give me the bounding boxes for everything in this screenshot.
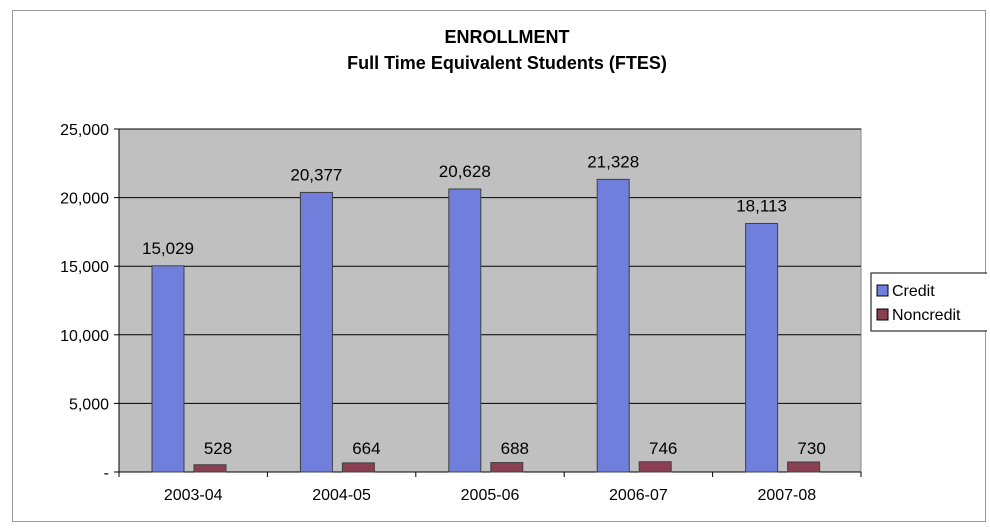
legend-label-credit: Credit: [892, 283, 935, 300]
chart-canvas: ENROLLMENT Full Time Equivalent Students…: [60, 27, 987, 504]
bar-noncredit: [490, 462, 524, 473]
y-tick-label: 5,000: [69, 396, 109, 413]
legend-label-noncredit: Noncredit: [892, 307, 961, 324]
data-label: 730: [797, 439, 825, 458]
bar-credit: [299, 191, 333, 473]
data-label: 18,113: [736, 196, 787, 215]
data-label: 746: [649, 439, 677, 458]
bar-credit: [448, 188, 482, 473]
x-tick-label: 2005-06: [461, 487, 520, 504]
bar-credit: [596, 178, 630, 473]
data-label: 20,377: [290, 165, 342, 184]
data-label: 528: [204, 439, 232, 458]
legend-swatch-credit: [876, 284, 889, 297]
bar-noncredit: [193, 464, 227, 473]
x-tick-label: 2006-07: [609, 487, 668, 504]
bar-noncredit: [787, 461, 821, 473]
x-tick-label: 2004-05: [312, 487, 371, 504]
chart-subtitle: Full Time Equivalent Students (FTES): [347, 53, 667, 73]
x-tick-label: 2007-08: [757, 487, 816, 504]
plot-background: [118, 128, 862, 473]
x-tick-label: 2003-04: [164, 487, 223, 504]
legend-box: [870, 272, 987, 332]
bar-credit: [151, 265, 185, 473]
bar-noncredit: [638, 461, 672, 473]
data-label: 688: [501, 439, 529, 458]
bar-noncredit: [341, 462, 375, 473]
data-label: 15,029: [142, 239, 194, 258]
data-label: 664: [352, 439, 380, 458]
y-tick-label: 10,000: [60, 328, 109, 345]
y-tick-label: 25,000: [60, 122, 109, 139]
y-tick-label: -: [104, 465, 109, 482]
legend: Credit Noncredit: [870, 272, 987, 332]
bar-credit: [745, 222, 779, 473]
plot-area: - 5,000 10,000 15,000 20,000 25,000 2003-04 15,…: [60, 122, 862, 504]
data-label: 21,328: [587, 152, 639, 171]
chart-frame: ENROLLMENT Full Time Equivalent Students…: [12, 10, 987, 522]
chart-title: ENROLLMENT: [445, 27, 570, 47]
y-tick-label: 20,000: [60, 191, 109, 208]
legend-swatch-noncredit: [876, 308, 889, 321]
y-tick-label: 15,000: [60, 259, 109, 276]
data-label: 20,628: [439, 162, 491, 181]
